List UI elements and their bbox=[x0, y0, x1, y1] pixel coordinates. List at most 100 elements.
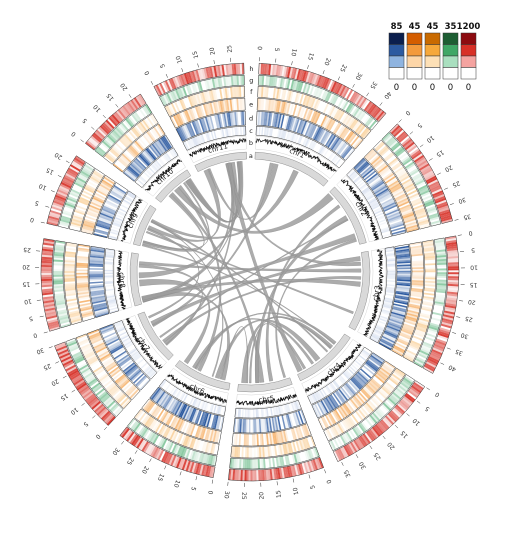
legend-max-label: 85 bbox=[391, 22, 403, 32]
track-c-bin bbox=[385, 293, 394, 296]
track-g-bin bbox=[431, 317, 441, 321]
tick-mark bbox=[121, 441, 123, 444]
tick-label: 10 bbox=[175, 55, 184, 65]
tick-mark bbox=[417, 401, 420, 403]
tick-label: 15 bbox=[191, 50, 200, 59]
track-c-bin bbox=[387, 275, 396, 277]
tick-mark bbox=[66, 161, 69, 163]
track-letter-a: a bbox=[249, 152, 253, 160]
tick-mark bbox=[41, 222, 45, 223]
tick-label: 5 bbox=[471, 246, 476, 253]
track-letter-d: d bbox=[249, 114, 253, 122]
track-e-bin bbox=[76, 273, 88, 275]
tick-label: 5 bbox=[82, 420, 90, 428]
track-h-bin bbox=[448, 272, 459, 274]
tick-mark bbox=[399, 119, 402, 122]
track-h-bin bbox=[254, 470, 256, 481]
tick-label: 35 bbox=[368, 80, 378, 90]
tick-label: 20 bbox=[209, 47, 217, 56]
legend-swatch bbox=[425, 33, 440, 45]
synteny-links bbox=[139, 161, 361, 383]
track-d-bin bbox=[89, 271, 103, 273]
tick-label: 0 bbox=[29, 216, 35, 224]
tick-mark bbox=[104, 427, 107, 430]
chromosome-label: chr5 bbox=[258, 394, 275, 404]
track-g-bin bbox=[269, 458, 272, 468]
tick-label: 10 bbox=[289, 48, 297, 57]
track-c-bin bbox=[240, 126, 242, 135]
tick-label: 30 bbox=[222, 491, 230, 500]
tick-label: 15 bbox=[399, 429, 409, 439]
track-f-bin bbox=[64, 273, 75, 275]
track-h-bin bbox=[246, 470, 248, 481]
tick-mark bbox=[91, 127, 94, 130]
track-c-bin bbox=[120, 204, 129, 209]
tick-mark bbox=[49, 347, 53, 348]
legend-min-label: 0 bbox=[412, 83, 417, 93]
track-c-bin bbox=[104, 273, 113, 274]
track-e-bin bbox=[113, 164, 123, 173]
legend-swatch bbox=[407, 56, 422, 68]
track-g-bin bbox=[272, 457, 275, 467]
track-c-bin bbox=[259, 126, 261, 135]
track-c-bin bbox=[387, 269, 396, 270]
track-f-bin bbox=[425, 276, 436, 278]
track-g-bin bbox=[252, 459, 254, 469]
track-g-bin bbox=[437, 272, 447, 274]
tick-mark bbox=[452, 332, 456, 333]
tick-label: 30 bbox=[353, 71, 363, 81]
tick-mark bbox=[92, 415, 95, 418]
legend-swatch bbox=[443, 68, 458, 80]
tick-mark bbox=[198, 63, 199, 67]
track-d-bin bbox=[89, 281, 103, 283]
legend-max-label: 45 bbox=[409, 22, 421, 32]
track-g-bin bbox=[249, 459, 251, 469]
track-g-bin bbox=[53, 277, 63, 279]
tick-mark bbox=[196, 476, 197, 480]
tick-mark bbox=[309, 475, 310, 479]
track-d-bin bbox=[89, 268, 103, 270]
legend-min-label: 0 bbox=[448, 83, 453, 93]
track-f-bin bbox=[245, 447, 247, 458]
tick-mark bbox=[58, 175, 62, 177]
track-g-bin bbox=[53, 271, 63, 273]
track-g-bin bbox=[254, 459, 256, 469]
tick-mark bbox=[456, 317, 460, 318]
track-c-bin bbox=[261, 126, 263, 135]
track-c-bin bbox=[246, 409, 248, 418]
tick-mark bbox=[103, 115, 106, 118]
track-c-bin bbox=[231, 127, 233, 136]
track-letter-b: b bbox=[249, 139, 253, 147]
track-h-bin bbox=[448, 270, 459, 272]
track-h-bin bbox=[448, 274, 459, 276]
track-f-bin bbox=[64, 275, 75, 277]
tick-label: 10 bbox=[24, 297, 33, 305]
track-f-bin bbox=[247, 447, 249, 458]
track-letter-h: h bbox=[249, 65, 253, 73]
track-g-bin bbox=[437, 276, 447, 278]
legend-swatch bbox=[443, 33, 458, 45]
track-f-bin bbox=[425, 270, 436, 272]
tick-label: 40 bbox=[447, 363, 457, 373]
tick-mark bbox=[63, 376, 66, 378]
tick-mark bbox=[116, 104, 119, 107]
tick-label: 40 bbox=[382, 90, 392, 100]
tick-label: 15 bbox=[45, 166, 55, 176]
track-e-bin bbox=[412, 271, 424, 273]
track-c-bin bbox=[354, 360, 362, 367]
track-f-bin bbox=[64, 271, 75, 273]
tick-mark bbox=[444, 188, 448, 190]
tick-label: 25 bbox=[372, 451, 382, 461]
track-c-bin bbox=[270, 407, 273, 416]
track-f-bin bbox=[250, 447, 252, 458]
legend-swatch bbox=[389, 33, 404, 45]
tick-mark bbox=[166, 74, 168, 78]
tick-mark bbox=[182, 68, 183, 72]
track-g-bin bbox=[245, 459, 247, 469]
track-d-bin bbox=[397, 271, 411, 273]
tick-mark bbox=[450, 203, 454, 204]
track-e-bin bbox=[412, 274, 424, 276]
track-c-bin bbox=[248, 409, 249, 418]
